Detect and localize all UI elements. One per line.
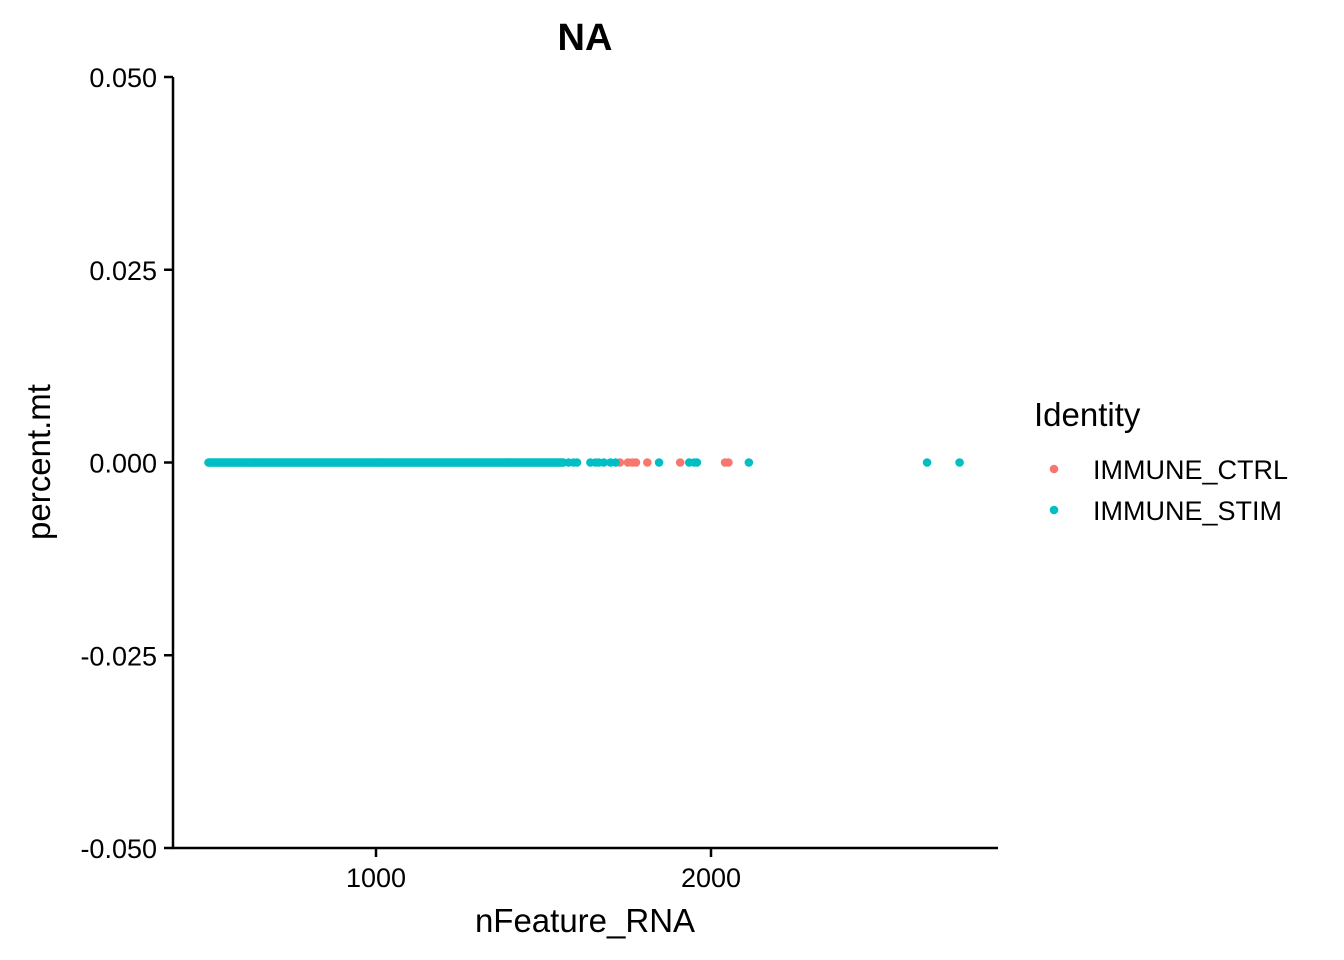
legend-title: Identity xyxy=(1034,396,1141,433)
legend-label: IMMUNE_STIM xyxy=(1093,496,1282,526)
x-axis-ticks: 1000 2000 xyxy=(346,848,741,893)
chart-title: NA xyxy=(558,17,613,59)
data-point xyxy=(631,458,641,467)
data-point xyxy=(572,458,582,467)
y-axis-ticks: 0.050 0.025 0.000 -0.025 -0.050 xyxy=(80,63,173,864)
data-point xyxy=(643,458,652,467)
x-tick-label: 2000 xyxy=(681,863,741,893)
legend: Identity IMMUNE_CTRL IMMUNE_STIM xyxy=(1034,396,1288,526)
x-axis-title: nFeature_RNA xyxy=(475,902,695,939)
legend-key xyxy=(1049,464,1059,474)
series-immune-stim xyxy=(204,458,964,467)
series-immune-ctrl xyxy=(615,458,733,467)
y-tick-label: 0.050 xyxy=(89,63,157,93)
legend-key xyxy=(1049,505,1059,515)
data-point xyxy=(922,458,932,467)
data-point xyxy=(675,458,685,467)
data-point xyxy=(599,458,609,467)
data-point xyxy=(955,458,964,467)
legend-label: IMMUNE_CTRL xyxy=(1093,455,1288,485)
data-points xyxy=(204,458,964,467)
data-point xyxy=(744,458,754,467)
data-point xyxy=(692,458,702,467)
data-point xyxy=(611,458,620,467)
data-point xyxy=(724,458,733,467)
y-tick-label: -0.025 xyxy=(80,641,157,671)
y-tick-label: -0.050 xyxy=(80,834,157,864)
y-tick-label: 0.000 xyxy=(89,449,157,479)
data-point xyxy=(654,458,664,467)
x-tick-label: 1000 xyxy=(346,863,406,893)
y-axis-title: percent.mt xyxy=(20,384,57,540)
y-tick-label: 0.025 xyxy=(89,256,157,286)
